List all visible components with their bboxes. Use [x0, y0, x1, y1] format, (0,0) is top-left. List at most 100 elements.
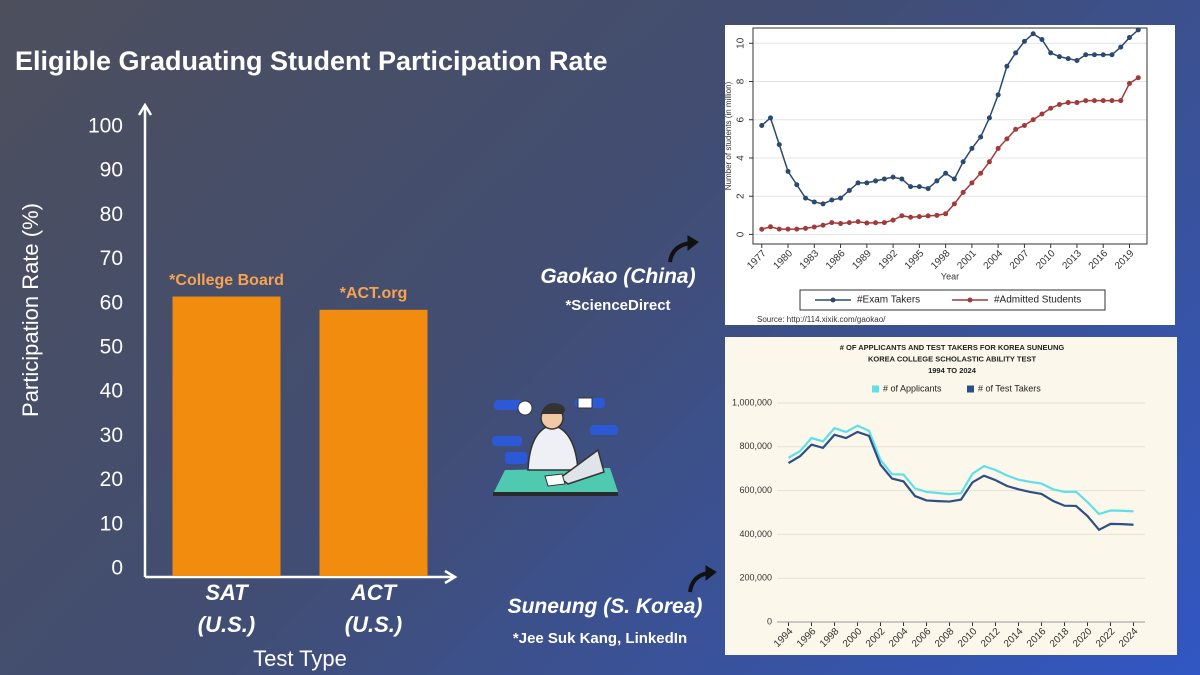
point	[873, 220, 879, 226]
point	[768, 115, 774, 121]
point	[1004, 63, 1010, 69]
x-tick-label: ACT (U.S.)	[344, 580, 403, 637]
x-axis-title: Year	[941, 271, 959, 281]
bar	[172, 296, 281, 576]
point	[1100, 98, 1106, 104]
y-tick-label: 60	[100, 291, 123, 314]
point	[855, 180, 861, 186]
y-tick-label: 10	[100, 512, 123, 535]
bar-source-label: *College Board	[169, 272, 284, 289]
legend-swatch	[967, 385, 974, 393]
point	[943, 211, 949, 217]
point	[986, 159, 992, 165]
legend-swatch	[872, 385, 879, 393]
point	[978, 170, 984, 176]
caption-source: *ScienceDirect	[565, 297, 671, 314]
point	[1030, 117, 1036, 123]
arrow	[668, 235, 699, 263]
point	[881, 176, 887, 182]
y-axis-title: Participation Rate (%)	[18, 203, 43, 417]
point	[995, 92, 1001, 98]
point	[768, 224, 774, 230]
point	[1118, 98, 1124, 104]
point	[1074, 100, 1080, 106]
point	[1048, 50, 1054, 56]
y-tick-label: 0	[767, 616, 772, 626]
point	[943, 170, 949, 176]
point	[1056, 101, 1062, 107]
y-tick-label: 20	[100, 468, 123, 491]
point	[803, 225, 809, 231]
point	[1091, 98, 1097, 104]
point	[855, 219, 861, 225]
point	[1135, 27, 1141, 33]
point	[1030, 31, 1036, 37]
point	[776, 142, 782, 148]
point	[916, 184, 922, 190]
y-tick-label: 1,000,000	[732, 397, 772, 407]
point	[995, 145, 1001, 151]
legend-box	[799, 289, 1106, 311]
point	[785, 168, 791, 174]
y-tick-label: 30	[100, 424, 123, 447]
chart-title: 1994 TO 2024	[928, 366, 977, 375]
chart-title: KOREA COLLEGE SCHOLASTIC ABILITY TEST	[868, 354, 1036, 363]
y-axis-title: Number of students (in million)	[724, 81, 733, 190]
point	[811, 199, 817, 205]
point	[1065, 56, 1071, 62]
y-tick-label: 400,000	[739, 529, 772, 539]
point	[794, 182, 800, 188]
point	[1100, 52, 1106, 58]
y-tick-label: 8	[736, 78, 747, 84]
point	[1135, 75, 1141, 81]
chart-title: # OF APPLICANTS AND TEST TAKERS FOR KORE…	[840, 343, 1065, 352]
point	[908, 184, 914, 190]
point	[864, 220, 870, 226]
point	[951, 176, 957, 182]
point	[978, 134, 984, 140]
point	[881, 220, 887, 226]
bar-source-label: *ACT.org	[340, 285, 408, 302]
source-note: Source: http://114.xixik.com/gaokao/	[757, 315, 886, 324]
y-tick-label: 80	[100, 203, 123, 226]
point	[1126, 35, 1132, 41]
series-line	[787, 430, 1134, 532]
point	[776, 226, 782, 232]
point	[759, 122, 765, 128]
point	[1109, 98, 1115, 104]
x-axis-title: Test Type	[253, 646, 347, 671]
point	[864, 180, 870, 186]
point	[934, 178, 940, 184]
point	[934, 212, 940, 218]
slide-title: Eligible Graduating Student Participatio…	[15, 46, 608, 76]
point	[1013, 50, 1019, 56]
point	[1021, 122, 1027, 128]
y-tick-label: 6	[736, 117, 747, 123]
legend-label: # of Applicants	[883, 383, 942, 393]
point	[1039, 36, 1045, 42]
gaokao-panel	[725, 25, 1175, 325]
stressed-person-illustration	[492, 397, 618, 496]
legend-label: #Admitted Students	[994, 295, 1081, 306]
series-line	[787, 424, 1134, 516]
point	[951, 201, 957, 207]
point	[794, 226, 800, 232]
point	[1118, 44, 1124, 50]
point	[960, 159, 966, 165]
legend-swatch	[967, 297, 973, 303]
point	[1013, 126, 1019, 132]
point	[1083, 52, 1089, 58]
point	[890, 217, 896, 223]
y-tick-label: 0	[111, 557, 123, 580]
point	[1056, 54, 1062, 60]
legend-swatch	[830, 297, 836, 303]
x-axis-arrow	[444, 569, 458, 585]
y-tick-label: 2	[736, 193, 747, 199]
point	[759, 226, 765, 232]
point	[908, 214, 914, 220]
point	[1126, 80, 1132, 86]
point	[820, 222, 826, 228]
plot-frame	[752, 27, 1148, 245]
y-tick-label: 200,000	[739, 573, 772, 583]
